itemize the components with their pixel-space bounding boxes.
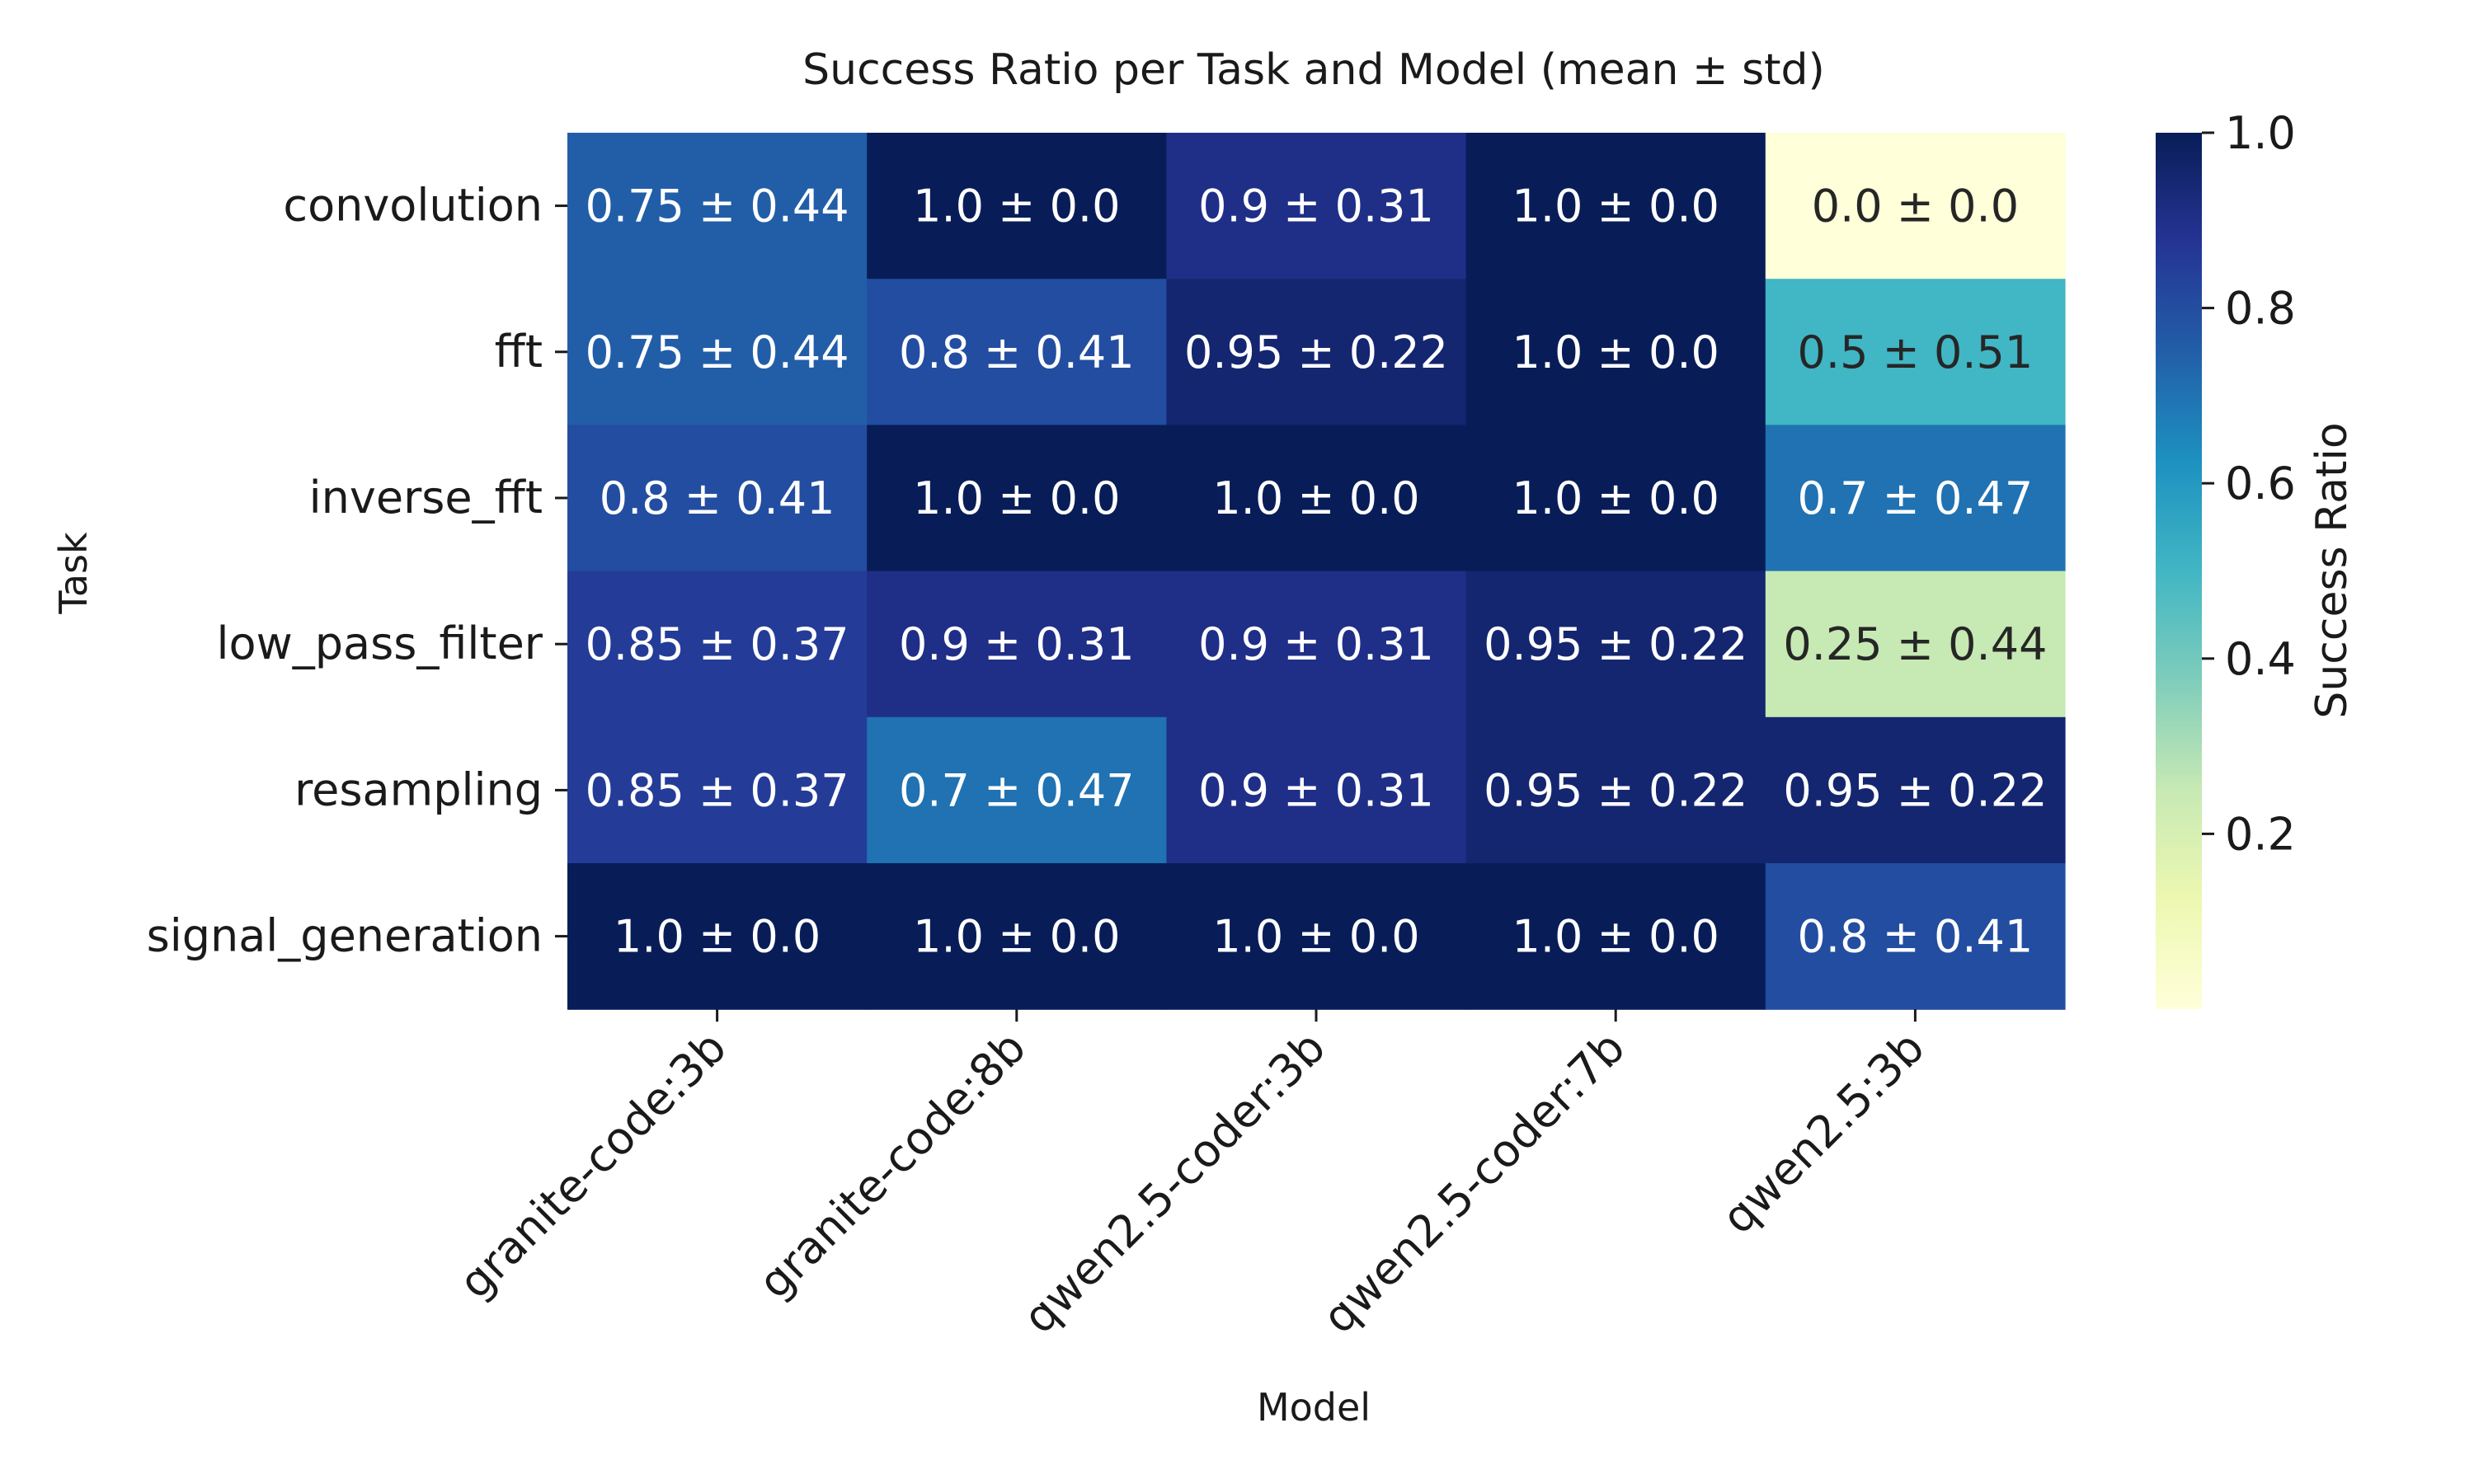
cell-annotation: 0.9 ± 0.31 — [1198, 764, 1434, 816]
heatmap-cell — [1166, 863, 1467, 1010]
heatmap-cell — [567, 279, 868, 425]
heatmap-cell — [1166, 425, 1467, 572]
cell-annotation: 0.9 ± 0.31 — [1198, 618, 1434, 670]
heatmap-cell — [1465, 863, 1766, 1010]
heatmap-cell — [567, 133, 868, 279]
cell-annotation: 1.0 ± 0.0 — [913, 911, 1120, 963]
heatmap-cell — [867, 716, 1167, 864]
cell-annotation: 0.7 ± 0.47 — [899, 764, 1135, 816]
cell-annotation: 1.0 ± 0.0 — [1512, 326, 1719, 378]
heatmap-cell — [1765, 425, 2066, 572]
colorbar-tick-label: 0.8 — [2225, 283, 2296, 335]
cell-annotation: 0.95 ± 0.22 — [1783, 764, 2047, 816]
x-tick-label: qwen2.5-coder:7b — [1313, 1021, 1635, 1344]
heatmap-cell — [1765, 716, 2066, 864]
heatmap-cell — [1465, 133, 1766, 279]
cell-annotation: 1.0 ± 0.0 — [614, 911, 821, 963]
cell-annotation: 1.0 ± 0.0 — [1512, 911, 1719, 963]
heatmap-cell — [1166, 716, 1467, 864]
y-axis: convolution fft inverse_fft low_pass_filter… — [147, 180, 567, 962]
y-tick-label: fft — [495, 326, 543, 378]
heatmap-cell — [567, 571, 868, 718]
cell-annotation: 0.7 ± 0.47 — [1798, 472, 2034, 524]
x-axis: granite-code:3b granite-code:8bqwen2.5-co… — [449, 1009, 1935, 1344]
cell-annotation: 0.95 ± 0.22 — [1484, 618, 1747, 670]
heatmap-cell — [1166, 133, 1467, 279]
x-tick-label: qwen2.5:3b — [1712, 1021, 1935, 1244]
heatmap-cell — [1465, 425, 1766, 572]
cell-annotation: 0.8 ± 0.41 — [1798, 911, 2034, 963]
y-tick-label: low_pass_filter — [217, 618, 543, 669]
cell-annotation: 0.0 ± 0.0 — [1812, 181, 2019, 232]
cell-annotation: 0.95 ± 0.22 — [1184, 326, 1448, 378]
colorbar-tick-label: 0.6 — [2225, 458, 2296, 510]
y-axis-label: Task — [51, 532, 96, 615]
x-tick-label: granite-code:3b — [449, 1021, 736, 1308]
cell-annotation: 0.75 ± 0.44 — [586, 326, 849, 378]
colorbar-tick-label: 0.2 — [2225, 808, 2296, 860]
colorbar-tick-label: 1.0 — [2225, 107, 2296, 159]
cell-annotation: 1.0 ± 0.0 — [1212, 472, 1419, 524]
cell-annotation: 1.0 ± 0.0 — [1512, 472, 1719, 524]
heatmap-cell — [567, 425, 868, 572]
heatmap-cell — [867, 863, 1167, 1010]
cell-annotation: 0.9 ± 0.31 — [899, 618, 1135, 670]
heatmap-cell — [1765, 863, 2066, 1010]
heatmap-cell — [1465, 279, 1766, 425]
cell-annotation: 1.0 ± 0.0 — [913, 181, 1120, 232]
cell-annotation: 0.95 ± 0.22 — [1484, 764, 1747, 816]
x-tick-label: qwen2.5-coder:3b — [1013, 1021, 1335, 1344]
y-tick-label: signal_generation — [147, 910, 543, 962]
cell-annotation: 1.0 ± 0.0 — [1512, 181, 1719, 232]
heatmap-cell — [1765, 133, 2066, 279]
cell-annotation: 0.85 ± 0.37 — [586, 764, 849, 816]
cell-annotation: 0.8 ± 0.41 — [600, 472, 835, 524]
colorbar: 0.2 0.4 0.6 0.8 1.0 — [2156, 107, 2296, 1009]
x-axis-label: Model — [1257, 1385, 1371, 1430]
heatmap-cell — [1765, 279, 2066, 425]
heatmap-cell — [1166, 279, 1467, 425]
heatmap-cell — [1166, 571, 1467, 718]
cell-annotation: 1.0 ± 0.0 — [1212, 911, 1419, 963]
cell-annotation: 0.9 ± 0.31 — [1198, 181, 1434, 232]
heatmap-cell — [1465, 571, 1766, 718]
cell-annotation: 0.85 ± 0.37 — [586, 618, 849, 670]
heatmap-cell — [867, 133, 1167, 279]
heatmap-cell — [567, 863, 868, 1010]
heatmap-cells: 0.75 ± 0.44 1.0 ± 0.0 0.9 ± 0.31 1.0 ± 0.0 0… — [567, 133, 2066, 1010]
cell-annotation: 0.25 ± 0.44 — [1783, 618, 2047, 670]
chart-title: Success Ratio per Task and Model (mean ±… — [802, 45, 1825, 95]
y-tick-label: inverse_fft — [309, 472, 543, 524]
colorbar-tick-label: 0.4 — [2225, 633, 2296, 685]
colorbar-label: Success Ratio — [2307, 422, 2357, 718]
cell-annotation: 0.8 ± 0.41 — [899, 326, 1135, 378]
cell-annotation: 0.5 ± 0.51 — [1798, 326, 2034, 378]
cell-annotation: 0.75 ± 0.44 — [586, 181, 849, 232]
y-tick-label: convolution — [283, 180, 543, 232]
cell-annotation: 1.0 ± 0.0 — [913, 472, 1120, 524]
heatmap-cell — [567, 716, 868, 864]
heatmap-cell — [867, 571, 1167, 718]
heatmap-cell — [867, 425, 1167, 572]
heatmap-cell — [867, 279, 1167, 425]
x-tick-label: granite-code:8b — [749, 1021, 1036, 1308]
heatmap-cell — [1765, 571, 2066, 718]
heatmap-cell — [1465, 716, 1766, 864]
colorbar-gradient — [2156, 133, 2202, 1009]
y-tick-label: resampling — [294, 763, 543, 815]
